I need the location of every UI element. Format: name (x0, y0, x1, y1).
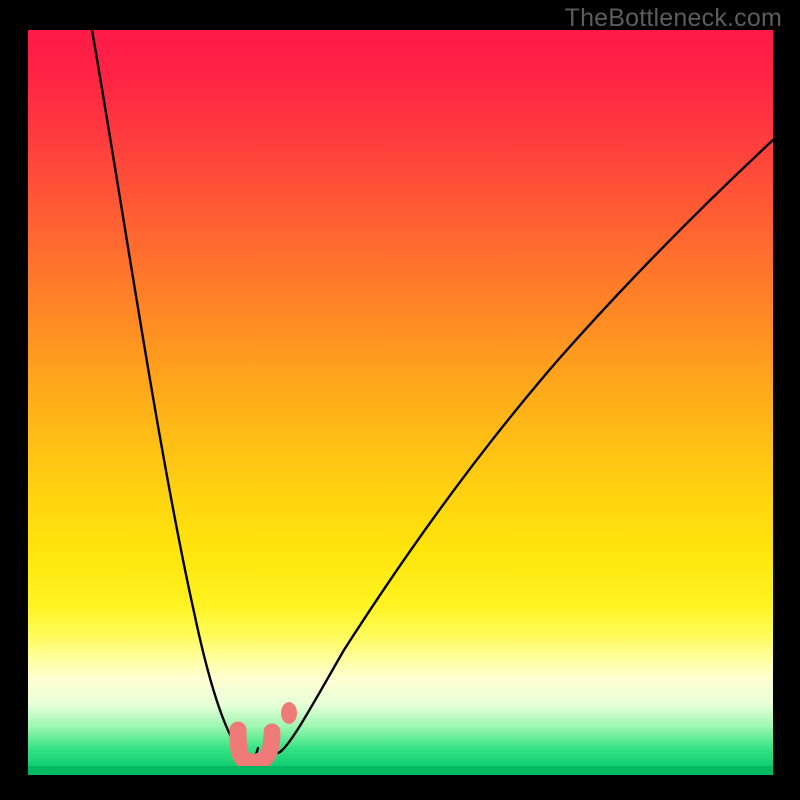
curve-layer-svg (28, 30, 773, 775)
curve-right-branch (270, 140, 773, 753)
chart-panel (28, 30, 773, 775)
u-marker-path (238, 730, 272, 762)
watermark-text: TheBottleneck.com (565, 4, 782, 33)
bottom-green-band (28, 766, 773, 775)
curve-left-branch (92, 30, 258, 758)
u-marker-dot (281, 702, 297, 724)
stage: TheBottleneck.com (0, 0, 800, 800)
